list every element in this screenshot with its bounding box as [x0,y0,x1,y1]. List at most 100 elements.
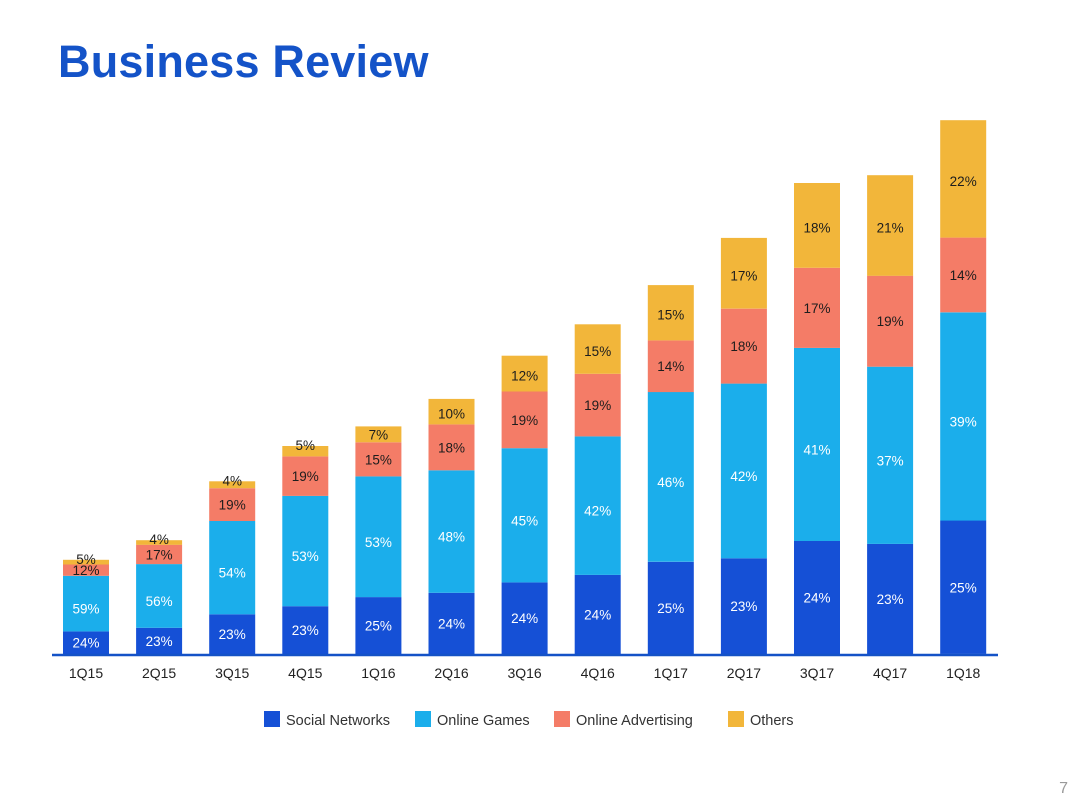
bar-online-advertising-2q17 [720,308,767,384]
bar-others-2q17 [720,237,767,309]
x-tick-label-2q15: 2Q15 [142,665,176,681]
data-label-online-games-3q17: 41% [803,442,830,457]
bar-social-networks-4q16 [574,574,621,654]
bar-social-networks-3q17 [794,541,840,654]
x-tick-label-3q16: 3Q16 [507,665,541,681]
bar-social-networks-4q15 [282,606,329,654]
data-label-social-networks-4q17: 23% [877,592,904,607]
data-labels-layer: 24%59%12%5%23%56%17%4%23%54%19%4%23%53%1… [72,174,976,651]
bar-social-networks-1q16 [355,597,402,654]
data-label-others-3q15: 4% [222,473,242,488]
bar-online-games-1q16 [355,476,402,598]
data-label-online-advertising-4q15: 19% [292,469,319,484]
x-tick-label-4q16: 4Q16 [581,665,615,681]
bar-others-1q15 [63,559,109,565]
page-number: 7 [1059,780,1068,797]
bar-online-advertising-3q16 [501,391,548,449]
bar-online-games-1q15 [63,575,109,632]
bar-online-advertising-3q17 [794,267,840,348]
bar-others-2q16 [428,398,475,425]
data-label-others-4q17: 21% [877,220,904,235]
bar-others-4q15 [282,446,329,457]
data-label-online-games-2q16: 48% [438,530,465,545]
data-label-others-2q16: 10% [438,407,465,422]
bar-online-games-1q18 [940,312,987,521]
data-label-others-4q15: 5% [296,438,316,453]
bar-online-advertising-3q15 [209,488,256,521]
bar-others-2q15 [136,540,183,545]
data-label-others-2q17: 17% [730,268,757,283]
data-label-online-games-4q15: 53% [292,549,319,564]
bar-online-advertising-4q17 [867,275,914,367]
x-tick-label-2q17: 2Q17 [727,665,761,681]
data-label-online-advertising-4q17: 19% [877,314,904,329]
data-label-social-networks-1q18: 25% [950,580,977,595]
data-label-social-networks-1q17: 25% [657,601,684,616]
data-label-social-networks-3q16: 24% [511,611,538,626]
bar-social-networks-1q17 [647,561,694,654]
legend-swatch-online-advertising [554,711,570,727]
bar-others-3q16 [501,355,548,392]
bar-social-networks-1q15 [63,631,109,654]
data-label-online-games-4q16: 42% [584,504,611,519]
data-label-online-games-3q16: 45% [511,513,538,528]
bar-social-networks-1q18 [940,520,987,654]
data-label-others-1q16: 7% [369,427,389,442]
data-label-others-1q17: 15% [657,308,684,323]
bar-online-games-4q15 [282,495,329,607]
legend-label-online-advertising: Online Advertising [576,713,693,729]
x-tick-label-2q16: 2Q16 [434,665,468,681]
bar-social-networks-4q17 [867,543,914,654]
data-label-online-advertising-1q15: 12% [72,563,99,578]
x-tick-label-1q15: 1Q15 [69,665,103,681]
legend-label-social-networks: Social Networks [286,713,390,729]
bar-online-advertising-2q16 [428,424,475,471]
bar-online-games-3q17 [794,347,840,541]
data-label-social-networks-1q16: 25% [365,619,392,634]
x-tick-label-4q15: 4Q15 [288,665,322,681]
data-label-online-games-4q17: 37% [877,453,904,468]
bar-social-networks-2q15 [136,627,183,654]
bar-online-advertising-4q16 [574,373,621,437]
bar-online-advertising-1q17 [647,340,694,393]
bar-social-networks-2q16 [428,592,475,654]
legend-label-online-games: Online Games [437,713,530,729]
data-label-online-games-1q15: 59% [72,602,99,617]
bar-online-advertising-1q16 [355,442,402,477]
x-tick-label-1q18: 1Q18 [946,665,980,681]
data-label-online-advertising-1q16: 15% [365,452,392,467]
data-label-social-networks-2q17: 23% [730,599,757,614]
legend-label-others: Others [750,713,794,729]
x-tick-labels: 1Q15 2Q15 3Q15 4Q15 1Q16 2Q16 3Q16 4Q16 1Q17 2Q17… [69,665,981,681]
data-label-others-1q15: 5% [76,552,96,567]
data-label-online-advertising-1q18: 14% [950,268,977,283]
data-label-online-advertising-1q17: 14% [657,359,684,374]
bar-others-1q16 [355,426,402,443]
bars-layer [63,120,987,654]
data-label-social-networks-4q16: 24% [584,607,611,622]
data-label-social-networks-2q16: 24% [438,616,465,631]
data-label-online-advertising-3q17: 17% [803,301,830,316]
x-tick-label-1q16: 1Q16 [361,665,395,681]
legend-swatch-online-games [415,711,431,727]
bar-online-games-3q15 [209,521,256,615]
x-tick-label-3q15: 3Q15 [215,665,249,681]
bar-others-4q17 [867,175,914,276]
data-label-online-advertising-3q16: 19% [511,413,538,428]
data-label-social-networks-2q15: 23% [146,634,173,649]
data-label-online-games-2q17: 42% [730,469,757,484]
bar-online-games-3q16 [501,448,548,583]
bar-online-advertising-2q15 [136,544,183,565]
legend-swatch-others [728,711,744,727]
bar-others-3q15 [209,481,256,489]
bar-online-advertising-4q15 [282,456,329,496]
bar-online-advertising-1q18 [940,237,987,313]
x-tick-label-4q17: 4Q17 [873,665,907,681]
data-label-online-advertising-2q16: 18% [438,440,465,455]
data-label-online-games-2q15: 56% [146,594,173,609]
data-label-social-networks-3q17: 24% [803,591,830,606]
x-tick-label-1q17: 1Q17 [654,665,688,681]
bar-online-games-4q17 [867,366,914,544]
data-label-online-advertising-2q17: 18% [730,339,757,354]
